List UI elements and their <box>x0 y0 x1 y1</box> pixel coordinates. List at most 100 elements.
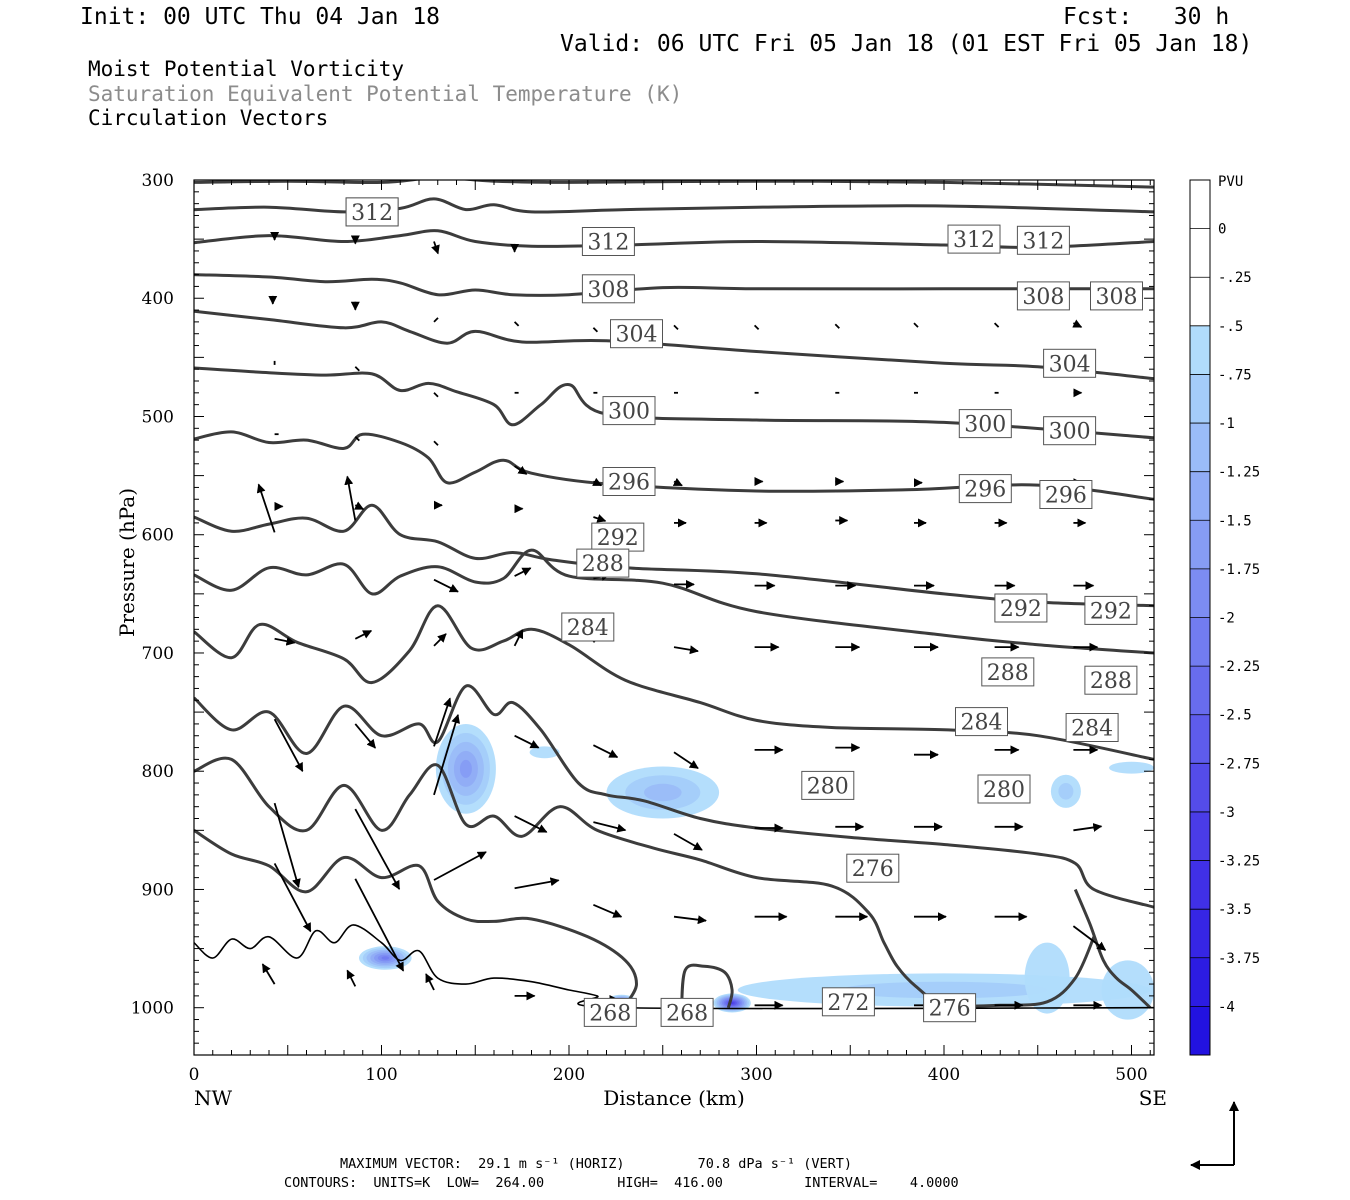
pv-shade <box>459 759 472 778</box>
wind-vector <box>593 821 627 833</box>
wind-vector <box>834 323 840 329</box>
wind-vector <box>433 440 439 446</box>
colorbar-label: -3.5 <box>1218 902 1252 918</box>
axis-ticks <box>193 179 1154 1056</box>
y-tick-label: 500 <box>142 407 174 427</box>
wind-vector <box>592 327 599 333</box>
colorbar-label: -1.75 <box>1218 562 1260 578</box>
wind-vector <box>514 734 540 749</box>
colorbar-segment <box>1190 277 1210 327</box>
colorbar-label: -.25 <box>1218 270 1252 286</box>
colorbar-label: -3 <box>1218 805 1235 821</box>
contour-label-box <box>1043 348 1097 378</box>
theta-contour-284 <box>194 548 1154 655</box>
contour-label-box <box>602 396 656 426</box>
contour-label: 296 <box>608 471 650 496</box>
contour-label-box <box>1043 416 1097 446</box>
wind-vector <box>673 645 699 655</box>
circulation-vectors <box>256 231 1107 1010</box>
contour-label: 300 <box>1049 420 1091 445</box>
wind-vector <box>673 833 703 851</box>
wind-vector <box>913 322 919 328</box>
x-tick-label: 100 <box>365 1065 397 1085</box>
colorbar-label: -1.5 <box>1218 513 1252 529</box>
contour-label: 284 <box>961 711 1003 736</box>
contour-label: 300 <box>964 413 1006 438</box>
contour-label-box <box>958 409 1012 439</box>
contour-label-box <box>981 657 1035 687</box>
pv-region <box>1109 761 1154 774</box>
colorbar-label: -.5 <box>1218 319 1243 335</box>
theta-contour-316 <box>194 180 1154 189</box>
pv-shade <box>1109 761 1154 774</box>
y-tick-label: 800 <box>142 762 174 782</box>
theta-contour-304 <box>194 273 1154 297</box>
colorbar-label: -3.25 <box>1218 854 1260 870</box>
contour-label-box <box>846 853 900 883</box>
theta-contour-308 <box>194 229 1154 250</box>
x-tick-label: 200 <box>553 1065 585 1085</box>
wind-vector <box>433 317 439 323</box>
colorbar-label: -4 <box>1218 999 1235 1015</box>
wind-vector <box>256 483 276 533</box>
x-tick-label: 300 <box>740 1065 772 1085</box>
y-tick-label: 600 <box>142 526 174 546</box>
wind-vector <box>514 815 548 833</box>
contour-label-box <box>561 612 615 642</box>
field-title-mpv: Moist Potential Vorticity <box>88 57 405 81</box>
field-title-theta-es: Saturation Equivalent Potential Temperat… <box>88 82 683 106</box>
wind-vector <box>354 629 373 640</box>
contour-label: 280 <box>983 778 1025 803</box>
se-end-label: SE <box>1139 1086 1167 1110</box>
contour-label: 296 <box>964 478 1006 503</box>
theta-contour-268 <box>194 829 638 1007</box>
wind-vector <box>433 851 487 881</box>
contour-label: 308 <box>1022 285 1064 310</box>
y-axis-title: Pressure (hPa) <box>115 488 139 637</box>
theta-contour-288 <box>194 503 1154 608</box>
contour-label-box <box>821 987 875 1017</box>
wind-vector <box>274 636 296 646</box>
contour-label: 288 <box>582 552 624 577</box>
wind-vector <box>433 392 439 398</box>
init-time: Init: 00 UTC Thu 04 Jan 18 <box>80 4 441 30</box>
contour-label-box <box>1016 281 1070 311</box>
colorbar-segment <box>1190 811 1210 861</box>
contour-label-box <box>923 993 977 1023</box>
contour-label-box <box>955 707 1008 737</box>
colorbar-segment <box>1190 471 1210 521</box>
contour-label-box <box>958 474 1012 504</box>
pv-shading <box>359 724 1154 1020</box>
contour-label: 276 <box>929 997 971 1022</box>
contour-label-box <box>602 467 656 496</box>
pv-shade <box>529 746 560 759</box>
wind-vector <box>753 324 760 331</box>
theta-contour-312 <box>194 197 1154 214</box>
wind-vector <box>433 714 460 796</box>
contour-label: 288 <box>987 661 1029 686</box>
wind-vector <box>354 808 401 890</box>
contour-label: 276 <box>852 857 894 882</box>
colorbar-segment <box>1190 423 1210 473</box>
wind-vector <box>1072 925 1107 951</box>
y-tick-label: 900 <box>142 880 174 900</box>
contour-label-box <box>1065 713 1119 742</box>
wind-vector <box>346 969 357 987</box>
colorbar-title: PVU <box>1218 174 1243 190</box>
contour-label: 312 <box>351 201 393 226</box>
nw-end-label: NW <box>194 1086 233 1110</box>
contour-label: 304 <box>1049 352 1091 377</box>
wind-vector <box>431 241 440 255</box>
colorbar-segment <box>1190 228 1210 278</box>
contour-label-box <box>801 770 855 800</box>
contour-label: 304 <box>616 323 658 348</box>
pv-shade <box>840 981 1048 999</box>
y-tick-label: 400 <box>142 289 174 309</box>
theta-contour-268 <box>680 963 734 1012</box>
wind-vector <box>673 915 707 925</box>
contour-label: 280 <box>807 774 849 799</box>
colorbar-label: -2.75 <box>1218 756 1260 772</box>
colorbar-label: -1 <box>1218 416 1235 432</box>
contour-label: 308 <box>587 278 629 303</box>
x-tick-label: 0 <box>189 1065 200 1085</box>
